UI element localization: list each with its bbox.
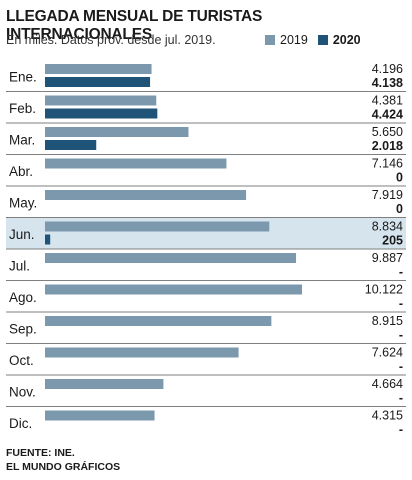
bar-2019-abr [45, 158, 227, 169]
legend-swatch-2019 [265, 35, 275, 45]
value-label-2020-jul: - [399, 265, 403, 279]
category-label-ene: Ene. [9, 69, 37, 84]
bar-2020-feb [45, 108, 158, 119]
bar-2019-ene [45, 64, 152, 74]
value-label-2020-ene: 4.138 [372, 76, 403, 90]
value-label-2019-feb: 4.381 [372, 94, 403, 108]
bar-2020-mar [45, 140, 97, 150]
value-label-2020-may: 0 [396, 202, 403, 216]
bar-2019-nov [45, 379, 164, 389]
category-label-mar: Mar. [9, 132, 35, 147]
bar-2020-jun [45, 234, 51, 245]
legend-item-2020: 2020 [317, 33, 361, 47]
category-label-oct: Oct. [9, 353, 34, 368]
value-label-2019-jul: 9.887 [372, 251, 403, 265]
bar-2019-ago [45, 284, 302, 295]
value-label-2020-dic: - [399, 423, 403, 437]
category-label-nov: Nov. [9, 384, 36, 399]
bar-2019-jun [45, 221, 270, 232]
value-label-2019-may: 7.919 [372, 188, 403, 202]
chart-title: LLEGADA MENSUAL DE TURISTAS INTERNACIONA… [6, 8, 263, 43]
value-label-2020-jun: 205 [382, 234, 403, 248]
chart-subtitle: En miles. Datos prov. desde jul. 2019. [6, 33, 216, 47]
bar-2019-mar [45, 127, 189, 137]
category-label-ago: Ago. [9, 290, 37, 305]
category-label-dic: Dic. [9, 416, 32, 431]
value-label-2019-sep: 8.915 [372, 314, 403, 328]
legend-item-2019: 2019 [265, 33, 308, 47]
legend-label-2020: 2020 [332, 33, 361, 47]
value-label-2019-mar: 5.650 [372, 125, 403, 139]
value-label-2019-dic: 4.315 [372, 409, 403, 423]
value-label-2019-ene: 4.196 [372, 62, 403, 76]
credit-text: EL MUNDO GRÁFICOS [6, 461, 121, 473]
category-label-jul: Jul. [9, 258, 30, 273]
category-label-feb: Feb. [9, 101, 36, 116]
value-label-2019-jun: 8.834 [372, 220, 403, 234]
bar-2019-may [45, 190, 247, 200]
legend-label-2019: 2019 [280, 33, 308, 47]
value-label-2020-sep: - [399, 328, 403, 342]
bar-2019-jul [45, 253, 297, 263]
source-note: FUENTE: INE. EL MUNDO GRÁFICOS [6, 446, 120, 474]
category-label-sep: Sep. [9, 321, 37, 336]
bar-2019-feb [45, 95, 157, 106]
category-label-jun: Jun. [9, 227, 35, 242]
value-label-2019-abr: 7.146 [372, 157, 403, 171]
bar-2020-ene [45, 77, 151, 87]
legend-swatch-2020 [317, 35, 328, 45]
value-label-2020-ago: - [399, 297, 403, 311]
value-label-2019-oct: 7.624 [372, 346, 403, 360]
source-text: FUENTE: INE. [6, 447, 75, 459]
value-label-2020-abr: 0 [396, 171, 403, 185]
category-label-may: May. [9, 195, 37, 210]
category-label-abr: Abr. [9, 164, 33, 179]
bar-2019-oct [45, 347, 239, 358]
value-label-2019-ago: 10.122 [365, 283, 403, 297]
value-label-2019-nov: 4.664 [372, 377, 403, 391]
value-label-2020-nov: - [399, 391, 403, 405]
value-label-2020-mar: 2.018 [372, 139, 403, 153]
bar-2019-sep [45, 316, 272, 326]
value-label-2020-feb: 4.424 [372, 108, 403, 122]
bar-2019-dic [45, 410, 155, 421]
chart-legend: 2019 2020 [265, 33, 361, 47]
value-label-2020-oct: - [399, 360, 403, 374]
